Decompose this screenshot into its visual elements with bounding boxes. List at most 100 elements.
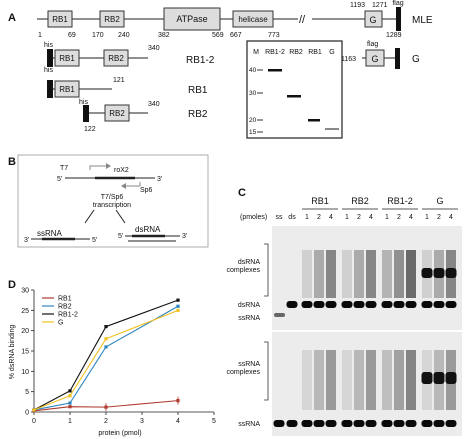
gel-lane-rb1-2: RB1-2 (265, 49, 285, 56)
sp6-label: Sp6 (140, 187, 153, 194)
gel-band-g-ss-complex (433, 372, 445, 384)
rox2-label: roX2 (114, 167, 129, 174)
panel-d-label: D (8, 279, 16, 291)
emsa-header: RB1 RB2 RB1-2 G (pmoles) ss ds (240, 196, 458, 221)
gel-marker-30: 30 (249, 90, 257, 97)
flag-tag (396, 7, 401, 31)
series-point-rb2 (104, 345, 108, 349)
g-domain-label: G (369, 15, 376, 25)
his-label: his (44, 42, 53, 49)
three-prime: 3' (157, 176, 162, 183)
gel-smear-dsrna-complex (342, 250, 352, 298)
gel-smear-dsrna-complex (302, 250, 312, 298)
rb1-box-label: RB1 (59, 85, 75, 94)
gel-band-free-dsrna (445, 301, 457, 308)
his-tag (47, 49, 53, 67)
construct-g: flag 1163 G G (341, 41, 420, 69)
rb2-box-label: RB2 (109, 109, 125, 118)
ds-five-prime: 5' (118, 233, 123, 240)
gel-smear-ssrna-complex (302, 350, 312, 410)
construct-label: RB2 (188, 109, 208, 120)
gel-band-g (325, 128, 339, 130)
pos-1: 1 (38, 32, 42, 39)
group-rb1-2: RB1-2 (387, 196, 413, 206)
chart-axes: 0 1 2 3 4 5 0 5 10 15 20 25 30 (21, 288, 216, 426)
pos-1289: 1289 (386, 32, 402, 39)
gel-bands (272, 250, 462, 427)
lane-amount-label: 4 (409, 214, 413, 221)
his-label: his (44, 67, 53, 74)
emsa-gel (272, 226, 462, 436)
gel-band-rb1 (308, 119, 320, 122)
gel-lane-rb1: RB1 (308, 49, 322, 56)
ssrna-label: ssRNA (37, 229, 63, 238)
g-box (365, 49, 385, 67)
ssrna-complexes-label: ssRNA complexes (227, 361, 261, 376)
x-tick-label: 1 (68, 418, 72, 425)
rb2-domain (99, 10, 125, 28)
lane-ds: ds (288, 214, 296, 221)
gel-band-free-ssrna (445, 420, 457, 427)
amount-lane-labels: 1 2 4 1 2 4 1 2 4 1 2 4 (305, 214, 453, 221)
gel-smear-ssrna-complex (354, 350, 364, 410)
atpase-domain (163, 7, 221, 31)
group-rb2: RB2 (351, 196, 369, 206)
group-rb1: RB1 (311, 196, 329, 206)
gel-band-free-ssrna (325, 420, 337, 427)
y-tick-label: 15 (21, 349, 29, 356)
his-tag (83, 105, 89, 122)
y-tick-label: 5 (25, 389, 29, 396)
gel-smear-ssrna-complex (326, 350, 336, 410)
gel-band-free-ssrna (381, 420, 393, 427)
gel-marker-40: 40 (249, 67, 257, 74)
gel-band-rb1-2 (268, 69, 282, 72)
gel-band-free-dsrna (313, 301, 325, 308)
gel-band-free-dsrna (341, 301, 353, 308)
ss-three-prime: 3' (24, 237, 29, 244)
gel-inset: M RB1-2 RB2 RB1 G 40 30 20 15 (246, 40, 343, 139)
gel-smear-dsrna-complex (394, 250, 404, 298)
gel-smear-dsrna-complex (326, 250, 336, 298)
gel-band-free-dsrna (405, 301, 417, 308)
pos-69: 69 (68, 32, 76, 39)
mle-full-length: // RB1 RB2 ATPase helicase G flag MLE 1 … (37, 0, 433, 39)
legend-label-rb1-2: RB1-2 (58, 312, 78, 319)
gel-band-free-dsrna (286, 301, 298, 308)
gel-smear-ssrna-complex (314, 350, 324, 410)
gel-band-free-dsrna (365, 301, 377, 308)
legend-label-g: G (58, 320, 63, 327)
series-point-g (32, 408, 36, 412)
lane-amount-label: 2 (437, 214, 441, 221)
x-tick-label: 5 (212, 418, 216, 425)
his-label: his (79, 99, 88, 106)
sp6-promoter-arrow (126, 182, 141, 187)
rb2-box (104, 104, 130, 122)
gel-band-free-ssrna (421, 420, 433, 427)
series-point-rb2 (176, 304, 180, 308)
construct-rb1-2: his RB1 RB2 340 RB1-2 (44, 42, 215, 67)
construct-label: G (412, 54, 420, 65)
rb2-domain-label: RB2 (104, 15, 120, 24)
x-tick-label: 3 (140, 418, 144, 425)
gel-band-free-ssrna (341, 420, 353, 427)
gel-smear-dsrna-complex (354, 250, 364, 298)
y-tick-label: 25 (21, 308, 29, 315)
gel-band-g-ss-complex (421, 372, 433, 384)
gel-band-free-ssrna (433, 420, 445, 427)
gel-band-rb2 (287, 95, 301, 98)
gel-smear-ssrna-complex (406, 350, 416, 410)
lane-amount-label: 4 (449, 214, 453, 221)
lane-amount-label: 2 (397, 214, 401, 221)
g-domain (364, 10, 383, 28)
x-tick-label: 4 (176, 418, 180, 425)
lane-ss: ss (276, 214, 284, 221)
panel-a-label: A (8, 12, 16, 24)
ssrna-band-label-top: ssRNA (238, 315, 260, 322)
rb1-domain (47, 10, 73, 28)
gel-band-free-dsrna (381, 301, 393, 308)
construct-start: 1163 (341, 56, 356, 63)
dsrna-label: dsRNA (135, 225, 161, 234)
gel-band-g-complex (421, 268, 433, 278)
